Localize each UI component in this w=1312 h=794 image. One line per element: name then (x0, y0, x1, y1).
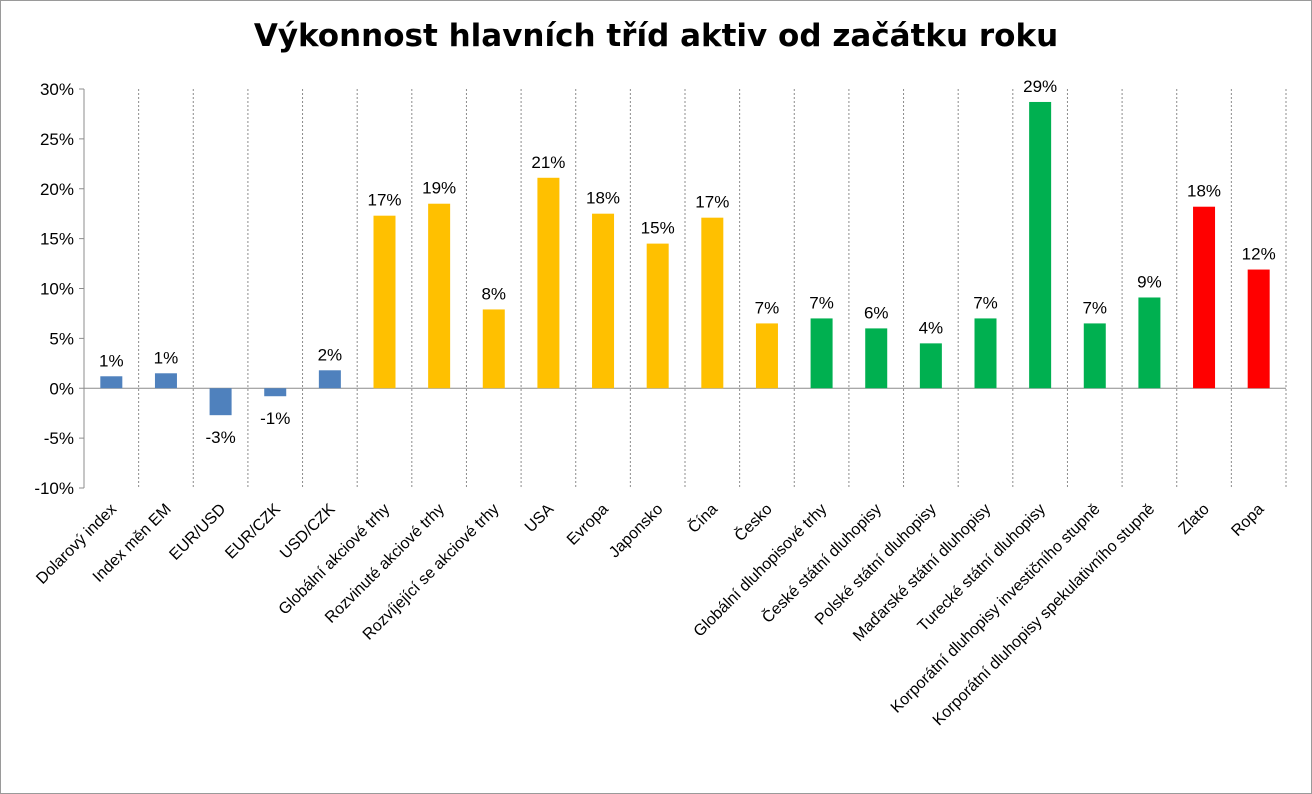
data-label: 17% (695, 193, 729, 212)
category-label: Ropa (1228, 501, 1267, 540)
category-label: Česko (730, 499, 776, 545)
data-label: 19% (422, 179, 456, 198)
data-label: 7% (1082, 298, 1107, 317)
data-label: 7% (755, 298, 780, 317)
category-label: Korporátní dluhopisy investičního stupně (888, 501, 1104, 717)
y-tick-label: 0% (49, 379, 74, 398)
bar (865, 328, 888, 389)
data-label: -3% (205, 428, 235, 447)
category-label: Globální akciové trhy (276, 501, 394, 619)
bar (209, 388, 232, 416)
data-label: 29% (1023, 77, 1057, 96)
y-tick-label: 25% (40, 130, 74, 149)
category-label: Evropa (564, 501, 612, 549)
data-label: 2% (318, 345, 343, 364)
bar (1193, 206, 1216, 389)
bar (1029, 101, 1052, 389)
data-label: 6% (864, 303, 889, 322)
data-label: 7% (973, 293, 998, 312)
data-label: 7% (809, 293, 834, 312)
category-label: EUR/USD (166, 501, 229, 564)
y-tick-label: 15% (40, 230, 74, 249)
data-label: 15% (641, 219, 675, 238)
data-label: 12% (1242, 245, 1276, 264)
bar (154, 373, 177, 389)
data-label: 4% (919, 318, 944, 337)
bar (755, 323, 778, 389)
bar (701, 217, 724, 389)
bar (1138, 297, 1161, 389)
bar (428, 203, 451, 389)
category-label: USA (522, 501, 558, 537)
y-tick-label: 30% (40, 80, 74, 99)
bar (318, 370, 341, 389)
category-label: EUR/CZK (222, 501, 284, 563)
bar (100, 376, 123, 389)
bar (919, 343, 942, 389)
y-tick-label: 10% (40, 280, 74, 299)
bar (974, 318, 997, 389)
data-label: 21% (531, 153, 565, 172)
data-label: 17% (367, 191, 401, 210)
bar (373, 215, 396, 389)
bar (1247, 269, 1270, 389)
chart-title: Výkonnost hlavních tříd aktiv od začátku… (253, 18, 1059, 54)
category-label: Zlato (1176, 501, 1213, 538)
bar (482, 309, 505, 389)
data-label: 1% (99, 351, 124, 370)
data-label: 1% (154, 348, 179, 367)
category-label: Japonsko (606, 501, 667, 562)
data-label: 18% (1187, 182, 1221, 201)
bar (592, 213, 615, 389)
data-label: -1% (260, 409, 290, 428)
data-label: 8% (481, 284, 506, 303)
bar (646, 243, 669, 389)
y-tick-label: -10% (34, 479, 74, 498)
bar (537, 177, 560, 389)
y-tick-label: -5% (44, 429, 74, 448)
y-tick-label: 20% (40, 180, 74, 199)
category-label: Čína (684, 499, 721, 536)
bar (264, 388, 287, 397)
y-tick-label: 5% (49, 329, 74, 348)
data-label: 9% (1137, 272, 1162, 291)
bar (1083, 323, 1106, 389)
bar (810, 318, 833, 389)
data-label: 18% (586, 189, 620, 208)
